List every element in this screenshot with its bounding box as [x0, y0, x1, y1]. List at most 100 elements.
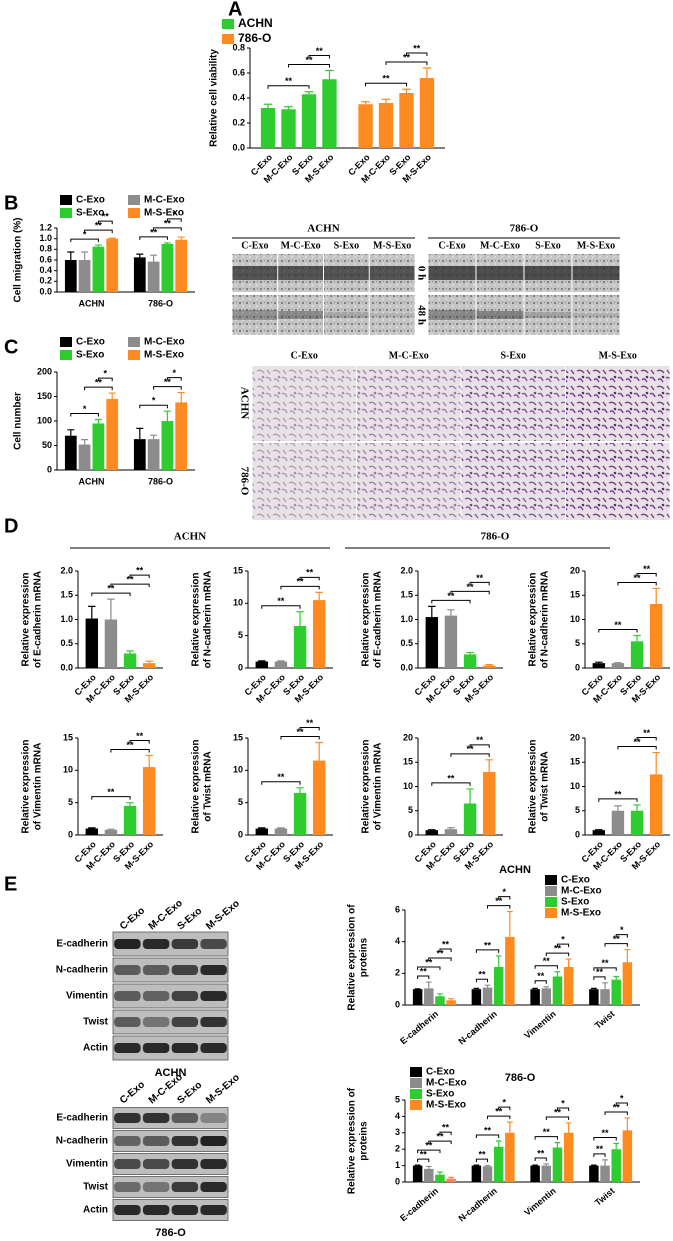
significance-bracket — [385, 61, 428, 65]
bar — [424, 988, 434, 1005]
significance-label: ** — [554, 943, 562, 953]
blot-band — [171, 1113, 199, 1123]
micrograph — [252, 443, 356, 520]
y-tick-label: 5 — [238, 630, 243, 640]
bar — [142, 767, 156, 835]
bar — [147, 439, 160, 470]
error-bar — [484, 984, 491, 988]
bar — [358, 104, 373, 148]
error-bar — [163, 242, 171, 244]
blot-row-label: N-cadherin — [56, 1136, 108, 1147]
y-axis-label: Relative expression — [21, 573, 32, 667]
error-bar — [126, 650, 134, 654]
wound-gap — [369, 313, 415, 317]
y-tick-label: 50 — [42, 440, 52, 450]
bar — [255, 828, 269, 835]
y-tick-label: 0.0 — [232, 142, 245, 152]
legend-swatch — [545, 897, 557, 907]
significance-label: ** — [95, 377, 103, 387]
blot-row-label: Twist — [83, 1182, 108, 1193]
image-column-label: M-S-Exo — [599, 350, 637, 361]
significance-bracket — [617, 581, 657, 586]
y-tick-label: 100 — [37, 415, 52, 425]
blot-strip — [112, 1153, 229, 1175]
bar — [78, 444, 91, 470]
bar — [622, 1130, 633, 1182]
error-bar — [88, 827, 96, 829]
significance-label: ** — [420, 966, 428, 976]
significance-bracket — [288, 64, 330, 68]
significance-label: ** — [136, 731, 144, 741]
legend-label: C-Exo — [76, 195, 105, 206]
y-tick-label: 2.0 — [60, 565, 73, 575]
wound-gap — [232, 266, 278, 280]
y-axis-label: Cell number — [13, 392, 24, 450]
x-tick-label: Twist — [593, 1186, 617, 1208]
y-tick-label: 0.2 — [232, 117, 245, 127]
y-tick-label: 1.2 — [39, 222, 52, 232]
x-tick-label: E-cadherin — [398, 1009, 440, 1047]
legend-swatch — [410, 1078, 422, 1088]
bar — [85, 618, 99, 668]
legend-label: M-S-Exo — [144, 208, 184, 219]
legend-label: M-C-Exo — [561, 886, 602, 897]
significance-label: ** — [614, 789, 622, 799]
significance-label: * — [152, 396, 156, 406]
error-bar — [81, 251, 89, 260]
significance-bracket — [593, 976, 606, 980]
error-bar — [485, 664, 493, 666]
micrograph — [566, 366, 670, 441]
error-bar — [507, 1121, 513, 1133]
significance-bracket — [469, 581, 490, 586]
error-bar — [591, 987, 597, 990]
bar — [78, 260, 91, 292]
significance-bracket — [428, 1140, 452, 1145]
x-tick-label: N-cadherin — [456, 1009, 498, 1047]
error-bar — [81, 439, 89, 445]
bar — [175, 402, 188, 470]
y-axis-label: Cell migration (%) — [13, 217, 24, 302]
significance-bracket — [129, 739, 150, 744]
significance-label: ** — [297, 577, 305, 587]
bar — [630, 810, 644, 835]
legend-swatch — [60, 195, 72, 205]
blot-band — [200, 965, 227, 975]
blot-band — [114, 991, 141, 1001]
significance-label: * — [620, 925, 624, 935]
bar — [424, 1168, 434, 1182]
significance-bracket — [534, 965, 558, 969]
error-bar — [263, 103, 273, 108]
significance-bracket — [70, 413, 99, 417]
blot-band — [200, 939, 227, 949]
image-column-label: M-S-Exo — [577, 240, 615, 251]
significance-bracket — [110, 748, 150, 753]
significance-label: ** — [613, 1102, 621, 1112]
significance-label: ** — [425, 957, 433, 967]
error-bar — [315, 591, 323, 601]
error-bar — [177, 236, 185, 240]
significance-label: ** — [164, 218, 172, 228]
bar — [505, 1132, 515, 1182]
significance-label: ** — [447, 591, 455, 601]
blot-band — [200, 1205, 227, 1215]
micrograph — [476, 295, 524, 335]
significance-label: ** — [316, 46, 324, 56]
significance-bracket — [139, 404, 168, 409]
error-bar — [67, 251, 75, 260]
panel-letter: C — [4, 336, 18, 358]
y-tick-label: 0.0 — [39, 286, 52, 296]
bar — [463, 654, 477, 668]
error-bar — [145, 660, 153, 664]
error-bar — [652, 587, 660, 604]
error-bar — [94, 418, 102, 424]
wound-gap — [278, 266, 323, 280]
bar — [446, 1000, 456, 1005]
significance-label: * — [620, 1093, 624, 1103]
significance-bracket — [636, 737, 657, 741]
significance-bracket — [615, 1102, 628, 1107]
error-bar — [315, 741, 323, 761]
bar — [622, 962, 633, 1005]
y-axis-label: Relative expression — [528, 573, 539, 667]
error-bar — [361, 101, 370, 105]
significance-label: ** — [436, 1131, 444, 1141]
